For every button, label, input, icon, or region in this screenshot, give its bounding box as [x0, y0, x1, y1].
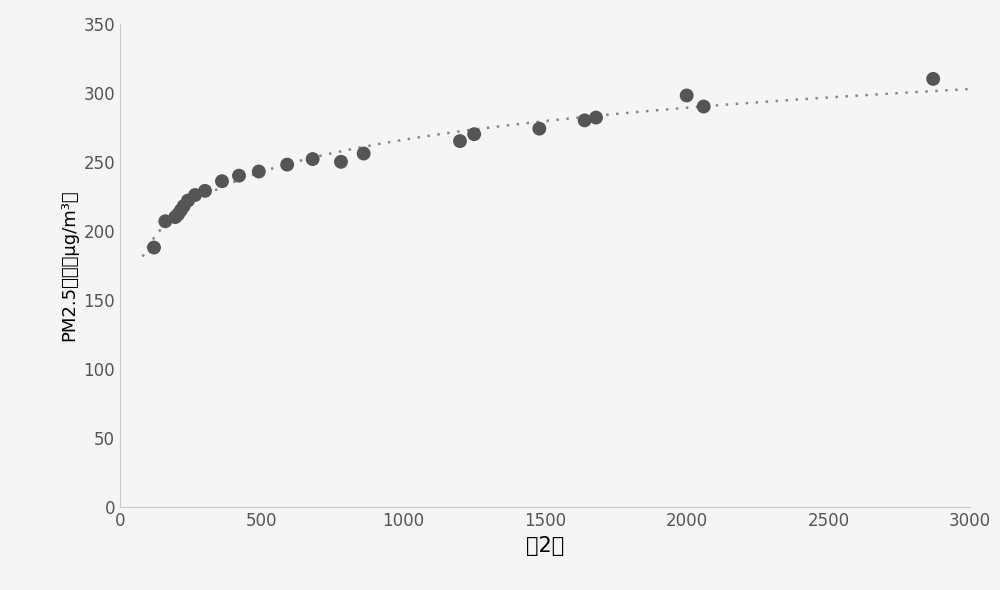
- Point: [180, 196, 196, 205]
- Point: [197, 186, 213, 195]
- Point: [176, 201, 192, 211]
- Point: [305, 155, 321, 164]
- Point: [157, 217, 173, 226]
- Point: [679, 91, 695, 100]
- Point: [333, 157, 349, 166]
- Point: [214, 176, 230, 186]
- Point: [452, 136, 468, 146]
- Point: [251, 167, 267, 176]
- Point: [356, 149, 372, 158]
- Point: [187, 191, 203, 200]
- Point: [531, 124, 547, 133]
- Y-axis label: PM2.5浓度（μg/m³）: PM2.5浓度（μg/m³）: [60, 190, 78, 341]
- Point: [173, 205, 189, 215]
- Point: [146, 243, 162, 253]
- Point: [466, 129, 482, 139]
- Point: [170, 209, 186, 219]
- X-axis label: 頇2数: 頇2数: [526, 536, 564, 556]
- Point: [588, 113, 604, 122]
- Point: [925, 74, 941, 84]
- Point: [577, 116, 593, 125]
- Point: [167, 212, 183, 222]
- Point: [231, 171, 247, 181]
- Point: [279, 160, 295, 169]
- Point: [696, 102, 712, 112]
